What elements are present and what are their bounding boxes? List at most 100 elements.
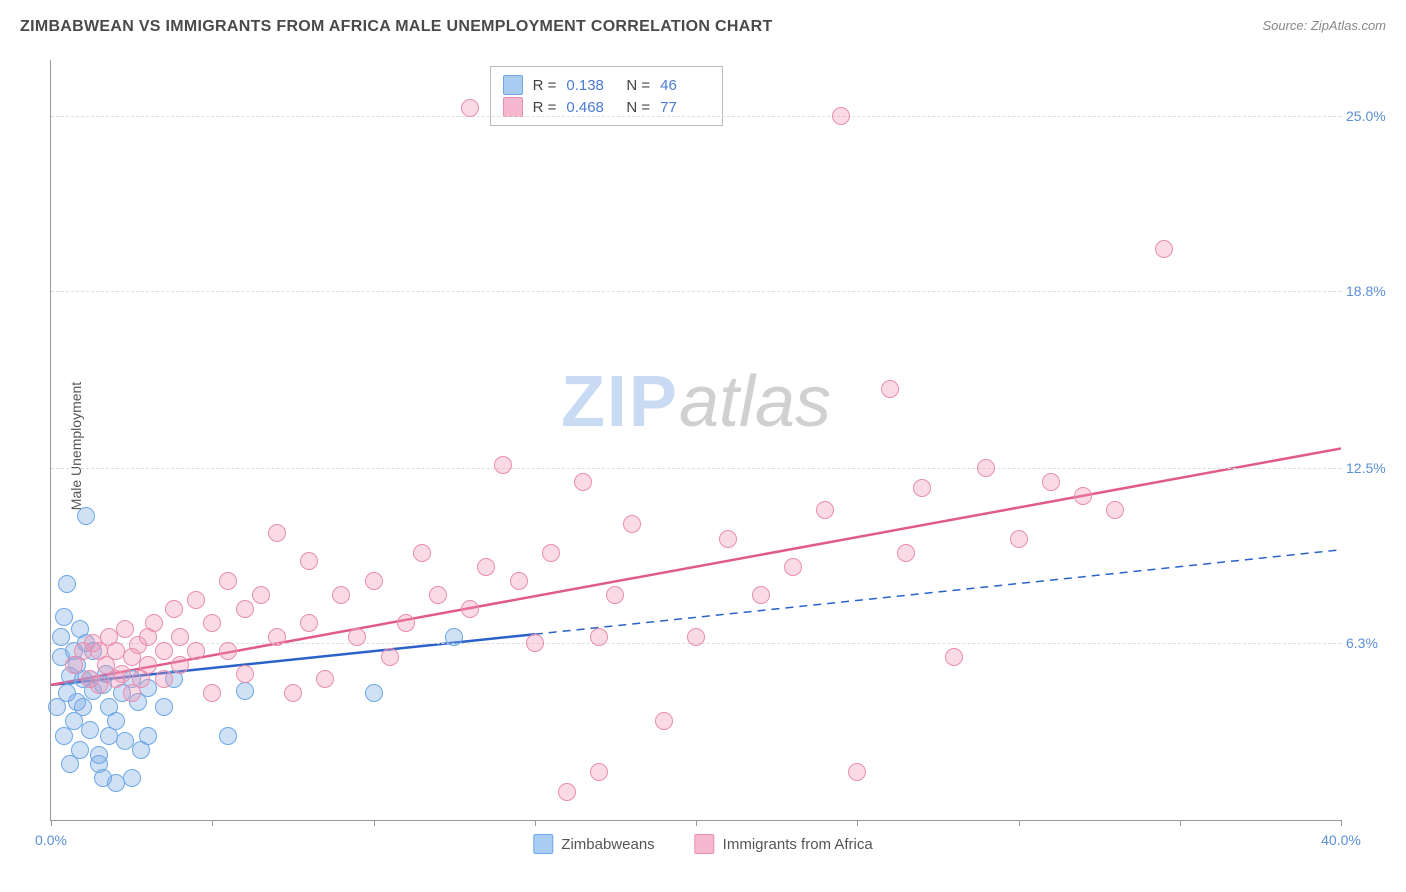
legend-swatch-icon	[503, 75, 523, 95]
scatter-point-zim	[107, 712, 125, 730]
scatter-point-zim	[445, 628, 463, 646]
r-value: 0.138	[566, 77, 616, 94]
legend-swatch-icon	[533, 834, 553, 854]
scatter-point-afr	[1155, 240, 1173, 258]
scatter-point-afr	[316, 670, 334, 688]
gridline	[51, 291, 1341, 292]
x-tick-mark	[1341, 820, 1342, 826]
trendline-afr	[51, 448, 1341, 684]
scatter-point-zim	[74, 698, 92, 716]
scatter-point-afr	[171, 628, 189, 646]
scatter-point-afr	[300, 614, 318, 632]
scatter-point-afr	[203, 614, 221, 632]
scatter-point-afr	[606, 586, 624, 604]
scatter-point-afr	[526, 634, 544, 652]
correlation-row-zim: R =0.138N =46	[503, 75, 711, 95]
scatter-point-afr	[116, 620, 134, 638]
scatter-point-afr	[219, 572, 237, 590]
scatter-point-afr	[461, 99, 479, 117]
x-tick-mark	[1019, 820, 1020, 826]
scatter-point-afr	[574, 473, 592, 491]
scatter-point-zim	[236, 682, 254, 700]
y-tick-label: 25.0%	[1346, 108, 1401, 124]
scatter-point-afr	[1010, 530, 1028, 548]
scatter-point-afr	[429, 586, 447, 604]
correlation-row-afr: R = 0.468 N = 77	[503, 97, 711, 117]
gridline	[51, 116, 1341, 117]
n-value: 77	[660, 99, 710, 116]
x-tick-mark	[535, 820, 536, 826]
trendline-zim-dashed	[535, 550, 1341, 634]
source-label: Source: ZipAtlas.com	[1262, 18, 1386, 33]
legend-item-afr: Immigrants from Africa	[695, 834, 873, 854]
scatter-point-afr	[397, 614, 415, 632]
scatter-point-afr	[752, 586, 770, 604]
scatter-point-afr	[381, 648, 399, 666]
scatter-point-afr	[332, 586, 350, 604]
x-tick-mark	[1180, 820, 1181, 826]
scatter-point-afr	[252, 586, 270, 604]
scatter-plot-area: ZIPatlas R =0.138N =46R =0.468N =77 6.3%…	[50, 60, 1341, 821]
scatter-point-zim	[71, 741, 89, 759]
legend-item-zim: Zimbabweans	[533, 834, 654, 854]
watermark: ZIPatlas	[561, 361, 831, 443]
legend-swatch-icon	[503, 97, 523, 117]
scatter-point-afr	[165, 600, 183, 618]
scatter-point-zim	[155, 698, 173, 716]
r-label: R =	[533, 99, 557, 116]
scatter-point-afr	[590, 628, 608, 646]
scatter-point-afr	[268, 524, 286, 542]
scatter-point-afr	[590, 763, 608, 781]
scatter-point-afr	[365, 572, 383, 590]
x-tick-mark	[212, 820, 213, 826]
r-label: R =	[533, 77, 557, 94]
x-tick-label: 40.0%	[1321, 832, 1361, 848]
scatter-point-afr	[187, 642, 205, 660]
scatter-point-afr	[510, 572, 528, 590]
scatter-point-afr	[284, 684, 302, 702]
scatter-point-afr	[816, 501, 834, 519]
scatter-point-afr	[848, 763, 866, 781]
scatter-point-afr	[155, 670, 173, 688]
scatter-point-afr	[155, 642, 173, 660]
x-tick-mark	[374, 820, 375, 826]
scatter-point-zim	[123, 769, 141, 787]
scatter-point-afr	[113, 665, 131, 683]
scatter-point-afr	[236, 600, 254, 618]
scatter-point-afr	[203, 684, 221, 702]
scatter-point-zim	[139, 727, 157, 745]
scatter-point-afr	[784, 558, 802, 576]
scatter-point-afr	[623, 515, 641, 533]
n-label: N =	[626, 99, 650, 116]
scatter-point-afr	[719, 530, 737, 548]
scatter-point-zim	[58, 575, 76, 593]
scatter-point-afr	[413, 544, 431, 562]
scatter-point-zim	[77, 507, 95, 525]
scatter-point-afr	[268, 628, 286, 646]
scatter-point-afr	[348, 628, 366, 646]
scatter-point-afr	[897, 544, 915, 562]
scatter-point-afr	[977, 459, 995, 477]
gridline	[51, 468, 1341, 469]
scatter-point-afr	[558, 783, 576, 801]
x-tick-label: 0.0%	[35, 832, 67, 848]
scatter-point-afr	[139, 656, 157, 674]
scatter-point-zim	[81, 721, 99, 739]
scatter-point-afr	[477, 558, 495, 576]
chart-title: ZIMBABWEAN VS IMMIGRANTS FROM AFRICA MAL…	[20, 18, 773, 35]
y-tick-label: 18.8%	[1346, 283, 1401, 299]
x-tick-mark	[857, 820, 858, 826]
scatter-point-afr	[1042, 473, 1060, 491]
scatter-point-afr	[219, 642, 237, 660]
series-legend: Zimbabweans Immigrants from Africa	[533, 834, 872, 854]
n-label: N =	[626, 77, 650, 94]
y-tick-label: 12.5%	[1346, 460, 1401, 476]
scatter-point-afr	[945, 648, 963, 666]
scatter-point-afr	[881, 380, 899, 398]
scatter-point-afr	[1106, 501, 1124, 519]
scatter-point-afr	[300, 552, 318, 570]
scatter-point-afr	[236, 665, 254, 683]
r-value: 0.468	[566, 99, 616, 116]
legend-label: Immigrants from Africa	[723, 836, 873, 853]
scatter-point-afr	[832, 107, 850, 125]
